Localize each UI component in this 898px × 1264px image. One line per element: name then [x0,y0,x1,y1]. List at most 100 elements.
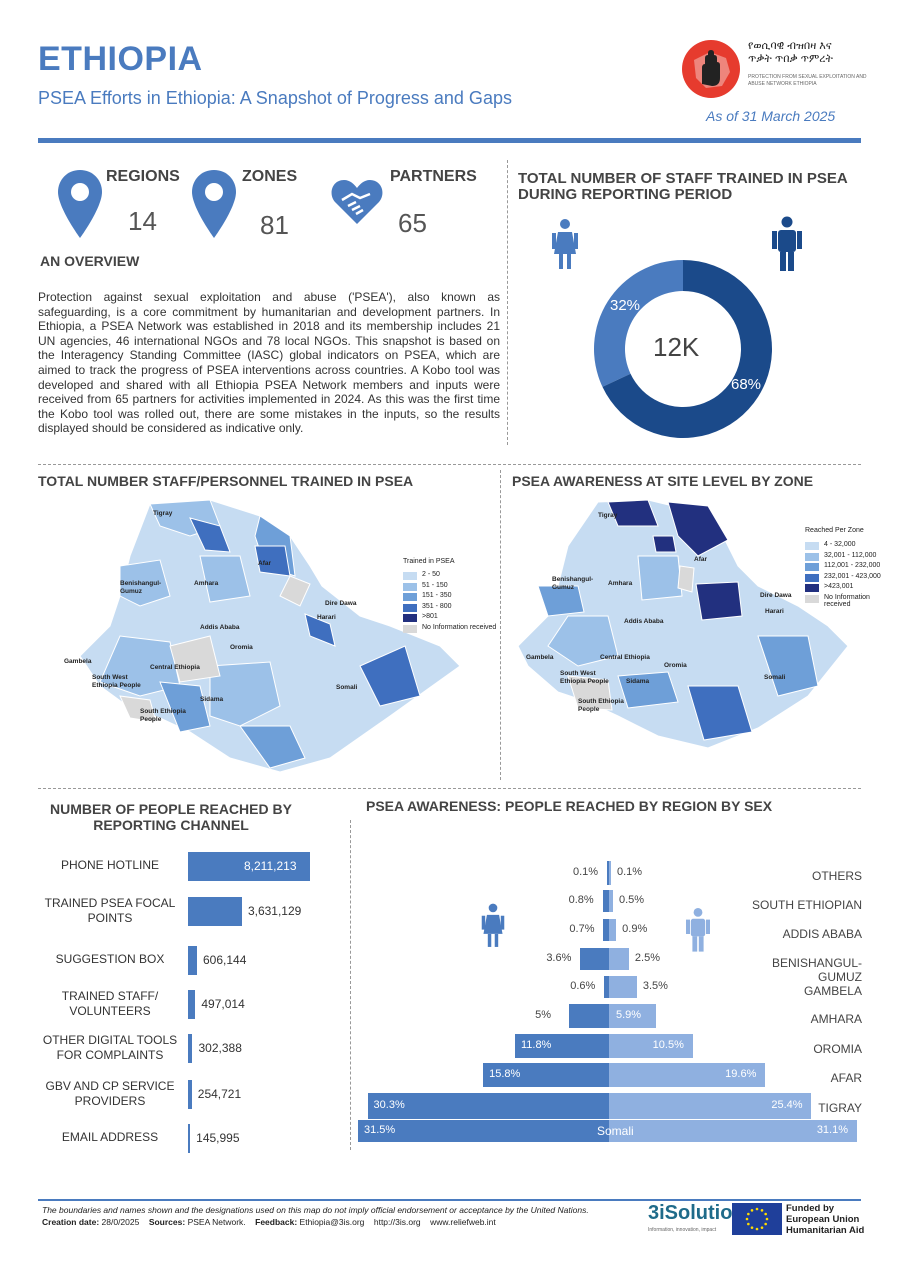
pyramid-category-label: AMHARA [810,1012,862,1026]
map-region-label: Benishangul-Gumuz [552,576,594,591]
legend-swatch [805,542,819,550]
pyramid-bar-male [609,1034,693,1058]
map2-labels: Tigray Afar Benishangul-Gumuz Amhara Dire Da… [508,496,858,754]
channel-value: 145,995 [196,1131,240,1145]
overview-text: Protection against sexual exploitation a… [38,290,500,436]
eu-star [747,1212,750,1216]
channel-value: 497,014 [201,997,245,1011]
pyramid-value-female: 0.8% [568,894,594,906]
footer-info: Creation date: 28/0/2025 Sources: PSEA N… [42,1217,496,1227]
creation-label: Creation date: [42,1217,100,1227]
channel-value: 3,631,129 [247,904,302,918]
logo-amharic-line1: የወሲባዊ ብዝበዛ እና [748,40,832,52]
handshake-heart-icon [331,180,383,224]
legend-label: 2 - 50 [422,571,440,578]
channels-heading: NUMBER OF PEOPLE REACHED BY REPORTING CH… [50,801,292,833]
eu-star [765,1217,769,1221]
pyramid-value-male: 0.1% [617,866,643,878]
map-region-label: Addis Ababa [200,624,240,631]
pyramid-value-female: 31.5% [364,1124,396,1136]
channel-value: 254,721 [197,1087,242,1101]
donut-slice-male [602,260,772,438]
channel-bar [188,1080,192,1109]
map-region-label: Afar [694,556,708,563]
map1-legend: 2 - 50 51 - 150 151 - 350 351 - 800 >801 No I… [403,571,503,642]
pyramid-category-label: AFAR [830,1071,862,1085]
legend-label: >423,001 [824,583,854,590]
map-region-label: Oromia [230,644,253,651]
channel-label: OTHER DIGITAL TOOLS FOR COMPLAINTS [42,1033,178,1062]
pyramid-value-male: 31.1% [816,1124,849,1136]
donut-slice-female [594,260,683,387]
pyramid-heading: PSEA AWARENESS: PEOPLE REACHED BY REGION… [366,798,773,814]
donut-female-label: 32% [610,297,641,314]
legend-label: 112,001 - 232,000 [824,562,881,569]
pyramid-category-label: OROMIA [813,1042,862,1056]
channel-value: 8,211,213 [244,859,297,873]
map-region-label: Dire Dawa [760,592,792,599]
channel-bar [188,1034,193,1063]
map2-heading: PSEA AWARENESS AT SITE LEVEL BY ZONE [512,473,814,489]
eu-star [750,1226,754,1229]
channel-label: EMAIL ADDRESS [61,1130,159,1144]
as-of-date: As of 31 March 2025 [706,108,836,124]
eu-flag-icon [732,1203,782,1235]
map-region-label: South West Ethiopia People [92,674,141,689]
pyramid-value-female: 0.6% [570,980,596,992]
pyramid-bar-female [483,1063,609,1087]
donut-male-label: 68% [731,376,762,393]
map1-heading: TOTAL NUMBER STAFF/PERSONNEL TRAINED IN … [38,473,414,489]
pyramid-value-female: 11.8% [520,1039,552,1051]
eu-stars-icon [745,1207,769,1231]
stat-zones: ZONES 81 [190,168,297,245]
pyramid-value-female: 30.3% [373,1099,405,1111]
pyramid-bar-female [358,1120,609,1142]
overview-heading: AN OVERVIEW [40,253,140,269]
pyramid-bar-male [609,1004,656,1028]
stat-partners-value: 65 [398,208,427,238]
map-region-label: Tigray [598,512,618,519]
channel-label: TRAINED STAFF/ VOLUNTEERS [61,989,159,1018]
map-region-label: Addis Ababa [624,618,664,625]
pyramid-value-male: 5.9% [616,1009,642,1021]
3isolution-logo-text: 3iSolution [648,1202,745,1224]
map-region-label: Dire Dawa [325,600,357,607]
legend-label: No Information received [824,593,870,608]
map-region-label: Sidama [200,696,224,703]
pyramid-bar-female [367,1093,609,1119]
stat-zones-value: 81 [260,210,289,240]
creation-value: 28/0/2025 [101,1217,140,1227]
channel-label: PHONE HOTLINE [60,858,159,872]
map-region-label: Benishangul-Gumuz [120,580,162,595]
pyramid-bar-chart: 0.1% 0.1% OTHERS 0.8% 0.5% SOUTH ETHIOPIAN 0.7… [358,861,862,1142]
legend-swatch [805,594,819,603]
channel-label: TRAINED PSEA FOCAL POINTS [44,896,176,925]
map-region-label: Harari [317,614,336,621]
stat-regions: REGIONS 14 [56,168,180,245]
legend-label: 4 - 32,000 [824,541,856,548]
pyramid-bar-male [609,919,617,941]
link-reliefweb[interactable]: www.reliefweb.int [430,1217,496,1227]
sources-value: PSEA Network. [187,1217,246,1227]
staff-trained-heading: TOTAL NUMBER OF STAFF TRAINED IN PSEA DU… [518,170,848,203]
channel-label: GBV AND CP SERVICE PROVIDERS [45,1079,175,1108]
channel-label: SUGGESTION BOX [55,952,165,966]
pyramid-category-label: Somali [597,1124,634,1138]
stat-partners-label: PARTNERS [390,168,477,185]
pyramid-bar-female [603,919,609,941]
feedback-value[interactable]: Ethiopia@3is.org [299,1217,365,1227]
map-region-label: Central Ethiopia [150,664,200,671]
legend-label: 32,001 - 112,000 [824,551,877,559]
pyramid-bar-female [604,976,609,998]
pyramid-value-female: 3.6% [546,952,572,964]
map-region-label: Central Ethiopia [600,654,650,661]
map-region-label: Somali [764,674,786,681]
legend-swatch [805,552,819,561]
link-3is[interactable]: http://3is.org [373,1217,421,1227]
legend-swatch [403,603,417,612]
channel-value: 606,144 [203,953,247,967]
pyramid-bar-male [609,861,611,885]
legend-label: 51 - 150 [422,581,448,589]
eu-star [764,1212,767,1216]
eu-star [755,1227,759,1231]
